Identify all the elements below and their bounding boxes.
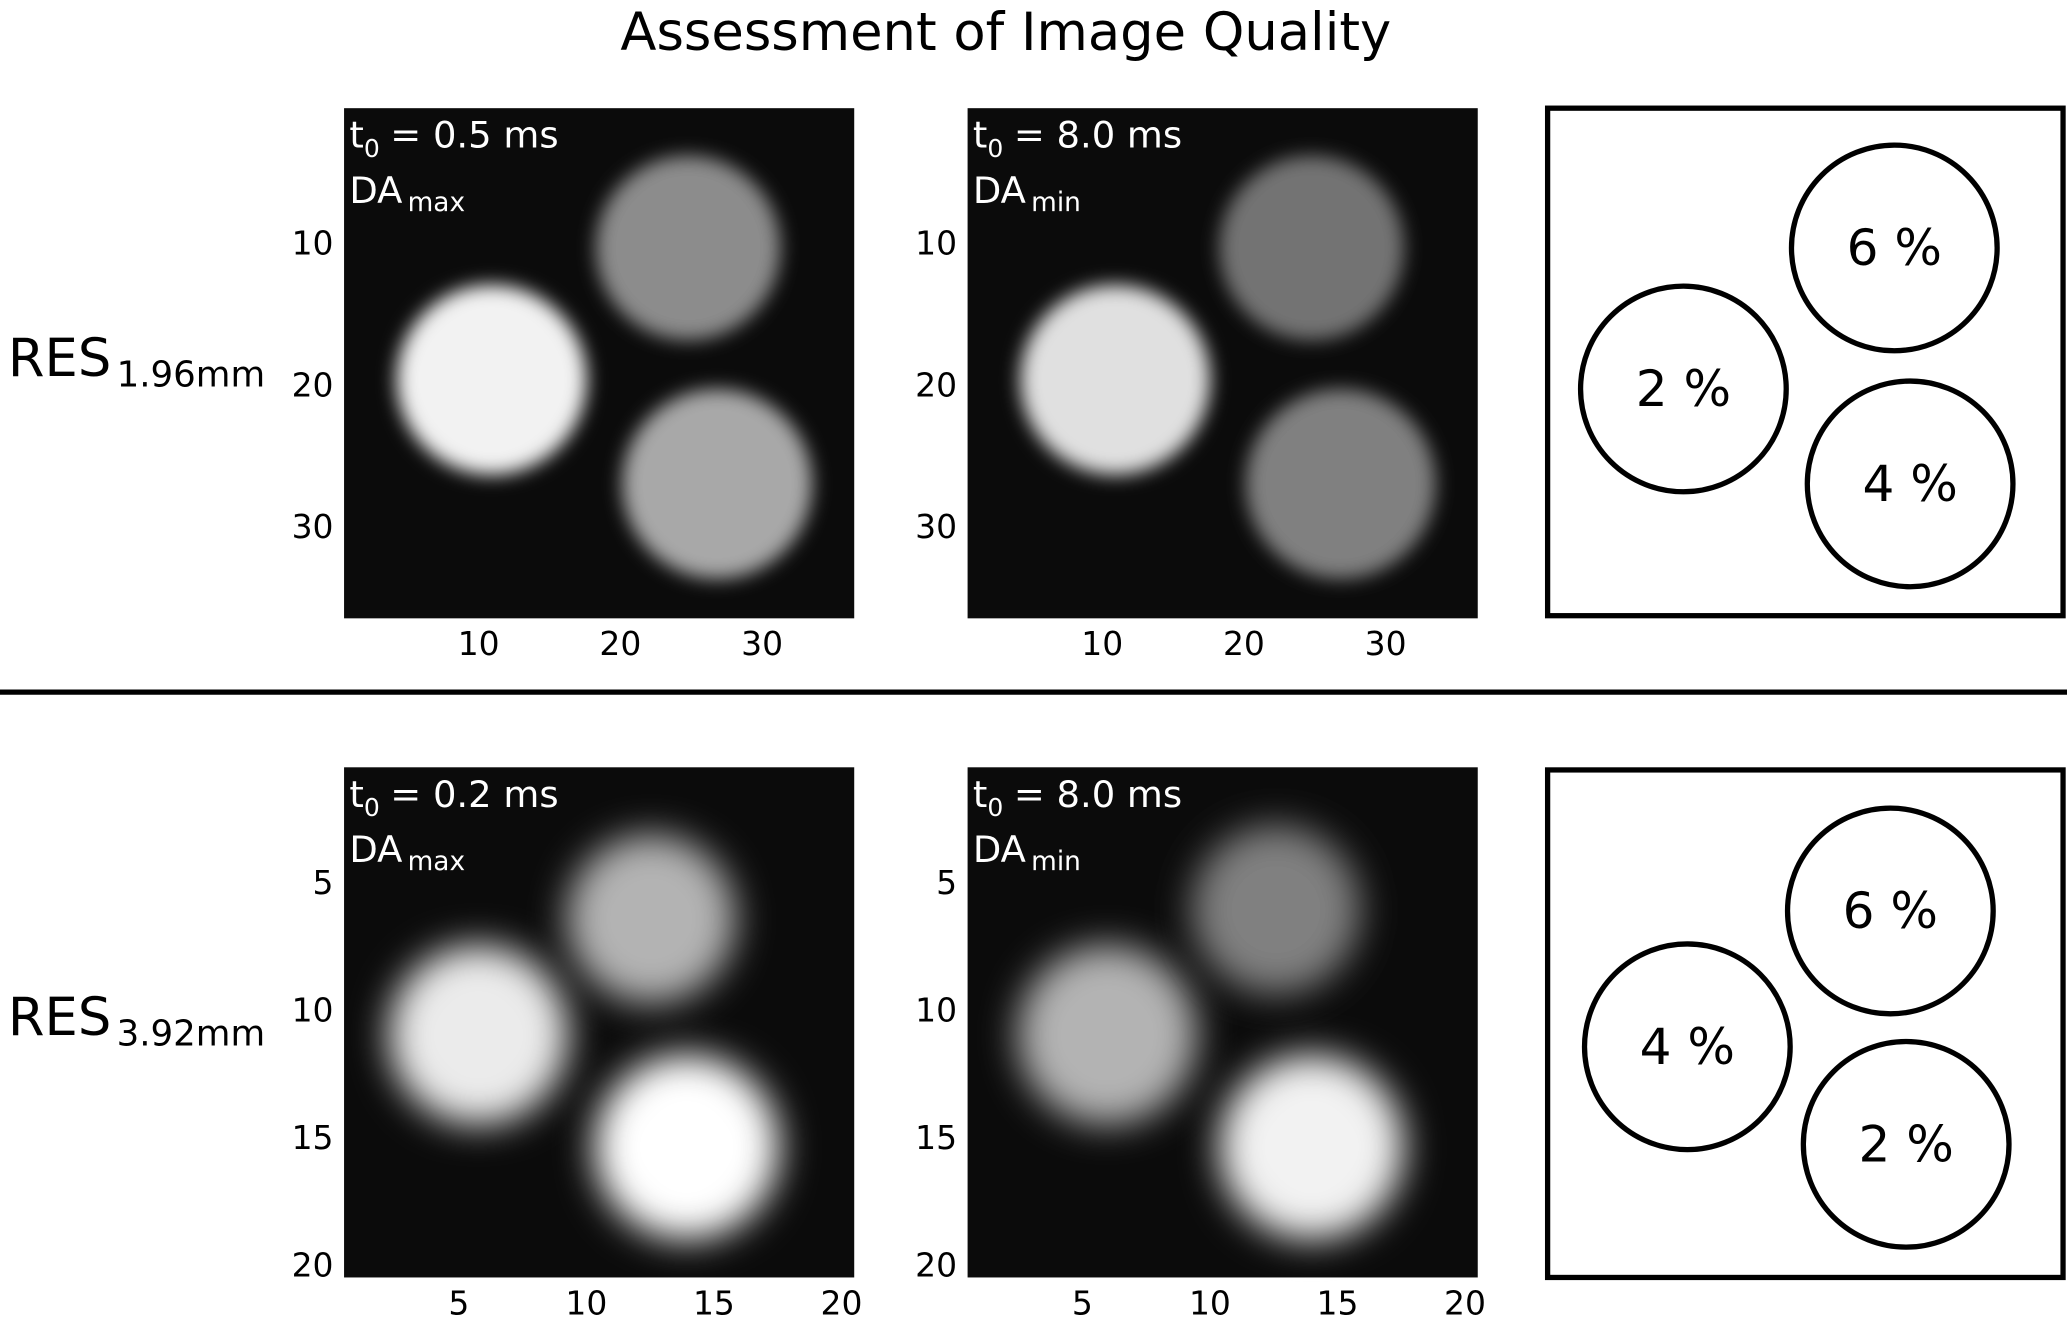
phantom-circle (1577, 283, 1789, 495)
time-sub: 0 (987, 134, 1003, 163)
time-symbol: t (349, 773, 363, 816)
y-tick-label: 20 (292, 1246, 334, 1285)
y-tick-label: 5 (313, 863, 334, 902)
phantom-label: 6 % (1843, 882, 1938, 940)
time-sub: 0 (987, 793, 1003, 822)
mode-main: DA (349, 828, 402, 871)
time-text: = 8.0 ms (1014, 773, 1182, 816)
phantom-blob (1017, 945, 1197, 1125)
mode-label: DA max (349, 169, 465, 218)
phantom-circle (1800, 1038, 2012, 1250)
x-tick-label: 15 (693, 1283, 735, 1322)
time-symbol: t (349, 114, 363, 157)
mode-sub: min (1031, 847, 1081, 877)
time-label: t0 = 0.2 ms (349, 773, 558, 822)
row-label-main: RES (8, 328, 111, 389)
y-tick-label: 5 (936, 863, 957, 902)
time-text: = 0.2 ms (390, 773, 558, 816)
time-text: = 8.0 ms (1014, 114, 1182, 157)
phantom-circle (1804, 378, 2016, 590)
mode-label: DA min (973, 169, 1081, 218)
phantom-blob (1245, 388, 1436, 579)
row-label: RES 3.92mm (8, 987, 265, 1055)
mode-sub: min (1031, 188, 1081, 218)
row-label-main: RES (8, 987, 111, 1048)
phantom-schematic (1544, 105, 2066, 619)
time-symbol: t (973, 114, 987, 157)
figure-title: Assessment of Image Quality (620, 2, 1391, 63)
phantom-blob (388, 945, 569, 1125)
phantom-blob (1020, 284, 1211, 475)
x-tick-label: 15 (1316, 1283, 1358, 1322)
mode-main: DA (973, 169, 1026, 212)
time-label: t0 = 0.5 ms (349, 114, 558, 163)
phantom-blob (1219, 155, 1404, 341)
phantom-label: 2 % (1636, 360, 1731, 418)
time-sub: 0 (364, 793, 380, 822)
mode-main: DA (349, 169, 402, 212)
mode-main: DA (973, 828, 1026, 871)
row-label-sub: 1.96mm (117, 354, 266, 395)
phantom-schematic (1544, 767, 2066, 1281)
x-tick-label: 10 (1189, 1283, 1231, 1322)
phantom-blob (396, 284, 587, 475)
y-tick-label: 10 (915, 224, 957, 263)
image-content (1020, 155, 1436, 579)
y-tick-label: 30 (915, 507, 957, 546)
image-content (1017, 825, 1404, 1240)
y-tick-label: 10 (292, 990, 334, 1029)
row-label-sub: 3.92mm (117, 1013, 266, 1054)
x-tick-label: 30 (1365, 624, 1407, 663)
x-tick-label: 20 (1444, 1283, 1486, 1322)
phantom-circle (1581, 941, 1793, 1153)
mode-label: DA min (973, 828, 1081, 877)
x-tick-label: 10 (565, 1283, 607, 1322)
y-tick-label: 15 (915, 1118, 957, 1157)
y-tick-label: 20 (292, 365, 334, 404)
time-sub: 0 (364, 134, 380, 163)
phantom-circle (1788, 142, 2000, 354)
phantom-blob (622, 388, 813, 579)
image-content (396, 155, 813, 579)
x-tick-label: 20 (599, 624, 641, 663)
time-symbol: t (973, 773, 987, 816)
phantom-blob (595, 155, 781, 341)
row-label: RES 1.96mm (8, 328, 265, 396)
x-tick-label: 30 (741, 624, 783, 663)
x-tick-label: 5 (448, 1283, 469, 1322)
mode-sub: max (408, 188, 465, 218)
y-tick-label: 10 (915, 990, 957, 1029)
y-tick-label: 10 (292, 224, 334, 263)
y-tick-label: 15 (292, 1118, 334, 1157)
phantom-blob (566, 834, 736, 1004)
time-text: = 0.5 ms (390, 114, 558, 157)
y-tick-label: 20 (915, 1246, 957, 1285)
x-tick-label: 10 (1081, 624, 1123, 663)
phantom-label: 4 % (1640, 1018, 1735, 1076)
x-tick-label: 20 (821, 1283, 863, 1322)
time-label: t0 = 8.0 ms (973, 773, 1182, 822)
x-tick-label: 10 (458, 624, 500, 663)
phantom-blob (594, 1054, 780, 1240)
phantom-circle (1784, 805, 1996, 1017)
phantom-label: 6 % (1847, 219, 1942, 277)
phantom-blob (1219, 1054, 1404, 1240)
x-tick-label: 20 (1223, 624, 1265, 663)
phantom-blob (1191, 825, 1361, 995)
phantom-label: 2 % (1858, 1115, 1953, 1173)
time-label: t0 = 8.0 ms (973, 114, 1182, 163)
mode-label: DA max (349, 828, 465, 877)
phantom-label: 4 % (1862, 455, 1957, 513)
y-tick-label: 20 (915, 365, 957, 404)
x-tick-label: 5 (1072, 1283, 1093, 1322)
y-tick-label: 30 (292, 507, 334, 546)
mode-sub: max (408, 847, 465, 877)
image-content (388, 834, 780, 1240)
